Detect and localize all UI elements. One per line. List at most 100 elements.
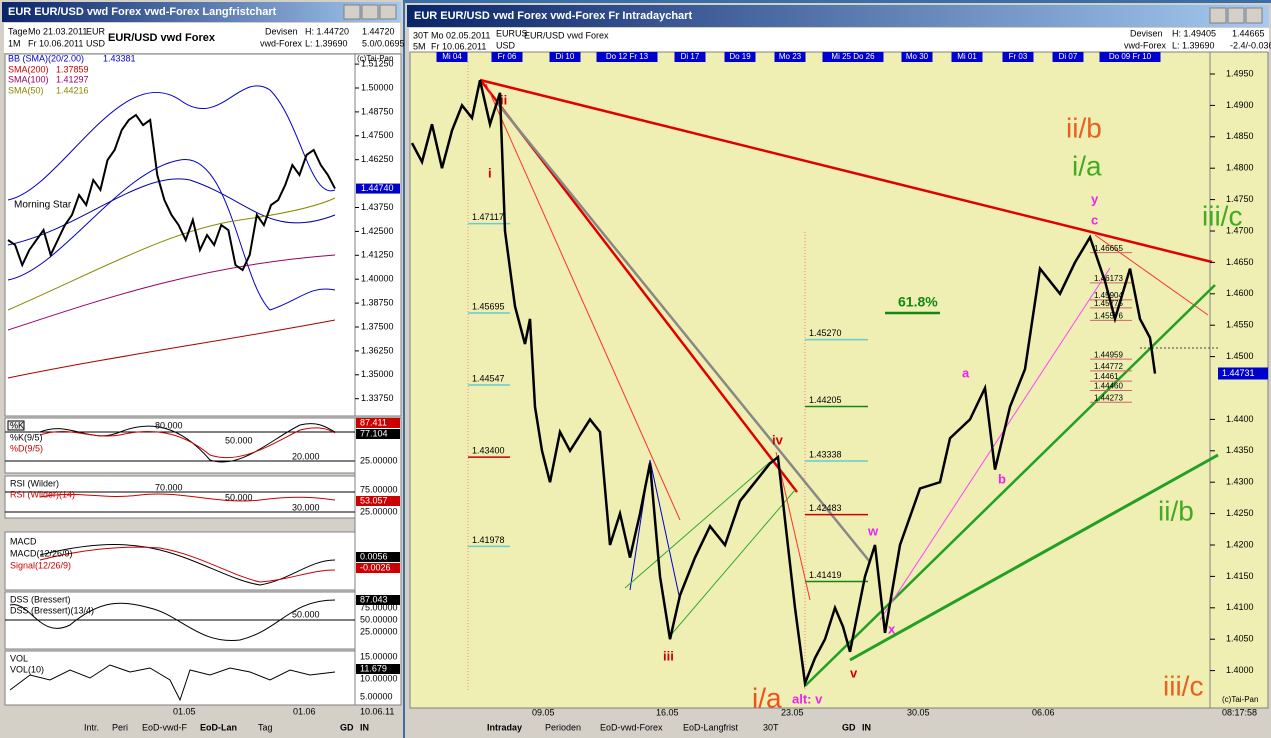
time-label: 08:17:58 xyxy=(1222,707,1257,717)
right-titlebar xyxy=(407,5,1269,27)
wave-label: ii/b xyxy=(1066,112,1102,143)
legend-value: 1.43381 xyxy=(103,53,136,63)
level: 70.000 xyxy=(155,482,183,492)
tab[interactable]: Intraday xyxy=(487,722,522,732)
tab[interactable]: IN xyxy=(862,722,871,732)
trendline xyxy=(497,103,871,563)
day-label: Di 17 xyxy=(681,52,700,61)
tab[interactable]: Perioden xyxy=(545,722,581,732)
fib-label: 1.44772 xyxy=(1094,362,1123,371)
y-tick-label: 1.4600 xyxy=(1226,288,1254,298)
axis-label: 5.00000 xyxy=(360,691,393,701)
legend-value: 1.41297 xyxy=(56,74,89,84)
fib-label: 1.4461 xyxy=(1094,372,1119,381)
trendline xyxy=(775,451,811,601)
y-tick-label: 1.4100 xyxy=(1226,602,1254,612)
maximize[interactable] xyxy=(1227,7,1245,24)
y-tick-label: 1.48750 xyxy=(361,106,394,116)
left-titlebar xyxy=(2,2,401,22)
day-label: Mo 30 xyxy=(906,52,929,61)
tab[interactable]: GD xyxy=(842,722,856,732)
info: Mo 21.03.2011 xyxy=(28,26,87,36)
info: Fr 10.06.2011 xyxy=(431,41,486,51)
trendline xyxy=(1094,234,1209,316)
sma100 xyxy=(7,254,336,331)
axis-badge xyxy=(356,563,400,573)
panel-title-box xyxy=(7,420,25,431)
fib-label: 1.41978 xyxy=(472,535,505,545)
tab[interactable]: EoD-vwd-Forex xyxy=(600,722,663,732)
right-title: EUR EUR/USD vwd Forex vwd-Forex Fr Intra… xyxy=(414,10,692,22)
trendline xyxy=(485,83,681,521)
time-label: 09.05 xyxy=(532,707,555,717)
time-label: 23.05 xyxy=(781,707,804,717)
day-label: Do 09 Fr 10 xyxy=(1109,52,1152,61)
close[interactable] xyxy=(1245,7,1263,24)
day-box xyxy=(436,52,468,62)
tab[interactable]: GD xyxy=(340,722,354,732)
time-label: 01.06 xyxy=(293,706,316,716)
level: 30.000 xyxy=(292,502,320,512)
low: L: 1.39690 xyxy=(305,38,348,48)
day-box xyxy=(1099,52,1161,62)
minimize[interactable] xyxy=(343,4,361,20)
tab[interactable]: EoD-vwd-F xyxy=(142,722,188,732)
axis-label: 75.00000 xyxy=(360,484,398,494)
exchange: vwd-Forex xyxy=(1124,40,1167,50)
d-line xyxy=(39,427,336,459)
tab[interactable]: 30T xyxy=(763,722,779,732)
tab[interactable]: Peri xyxy=(112,722,128,732)
tab[interactable]: EoD-Lan xyxy=(200,722,237,732)
exchange: Devisen xyxy=(1130,28,1163,38)
left-title: EUR EUR/USD vwd Forex vwd-Forex Langfris… xyxy=(8,6,277,18)
level: 50.000 xyxy=(225,492,253,502)
y-tick-label: 1.41250 xyxy=(361,250,394,260)
right-info xyxy=(409,28,1269,52)
panel-legend: VOL(10) xyxy=(10,664,44,674)
info: 1M xyxy=(8,38,21,48)
y-tick-label: 1.4150 xyxy=(1226,571,1254,581)
y-tick-label: 1.4850 xyxy=(1226,131,1254,141)
last: 1.44720 xyxy=(362,26,395,36)
time-label: 30.05 xyxy=(907,707,930,717)
left-info xyxy=(4,23,400,53)
axis-badge xyxy=(356,418,400,428)
y-tick-label: 1.4550 xyxy=(1226,320,1254,330)
tab[interactable]: Intr. xyxy=(84,722,99,732)
y-tick-label: 1.4900 xyxy=(1226,100,1254,110)
minimize[interactable] xyxy=(1209,7,1227,24)
info: Tage xyxy=(8,26,28,36)
left-axis xyxy=(354,53,402,417)
fib-label: 1.45695 xyxy=(472,301,505,311)
level: 80.000 xyxy=(155,420,183,430)
tab[interactable]: Tag xyxy=(258,722,273,732)
panel xyxy=(4,531,356,591)
axis-badge xyxy=(356,664,400,674)
panel xyxy=(4,650,356,706)
change: 5.0/0.0695 xyxy=(362,38,405,48)
legend-value: 1.44216 xyxy=(56,85,89,95)
day-label: Do 19 xyxy=(729,52,751,61)
maximize[interactable] xyxy=(361,4,379,20)
last-price-badge xyxy=(1218,367,1268,380)
tab[interactable]: IN xyxy=(360,722,369,732)
wave-label: x xyxy=(888,621,896,636)
y-tick-label: 1.4200 xyxy=(1226,539,1254,549)
close[interactable] xyxy=(379,4,397,20)
y-tick-label: 1.50000 xyxy=(361,82,394,92)
trendline xyxy=(879,267,1111,621)
day-box xyxy=(1052,52,1084,62)
panel-legend: RSI (Wilder)(14) xyxy=(10,489,75,499)
day-label: Mo 23 xyxy=(779,52,802,61)
fib-label: 61.8% xyxy=(898,294,938,310)
tab[interactable]: EoD-Langfrist xyxy=(683,722,739,732)
pattern: Morning Star xyxy=(14,200,72,211)
day-box xyxy=(774,52,806,62)
info: USD xyxy=(86,38,106,48)
wave-label: ii xyxy=(500,92,507,107)
day-box xyxy=(549,52,581,62)
info: Fr 10.06.2011 xyxy=(28,38,83,48)
wave-label: v xyxy=(850,665,858,680)
wave-label: i/a xyxy=(1072,150,1102,181)
